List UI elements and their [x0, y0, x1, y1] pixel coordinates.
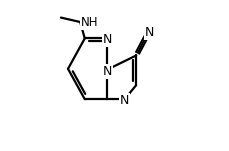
Text: N: N — [120, 94, 129, 107]
Text: NH: NH — [81, 16, 98, 29]
Text: N: N — [102, 65, 112, 78]
Text: N: N — [102, 33, 112, 47]
Text: N: N — [144, 26, 153, 39]
